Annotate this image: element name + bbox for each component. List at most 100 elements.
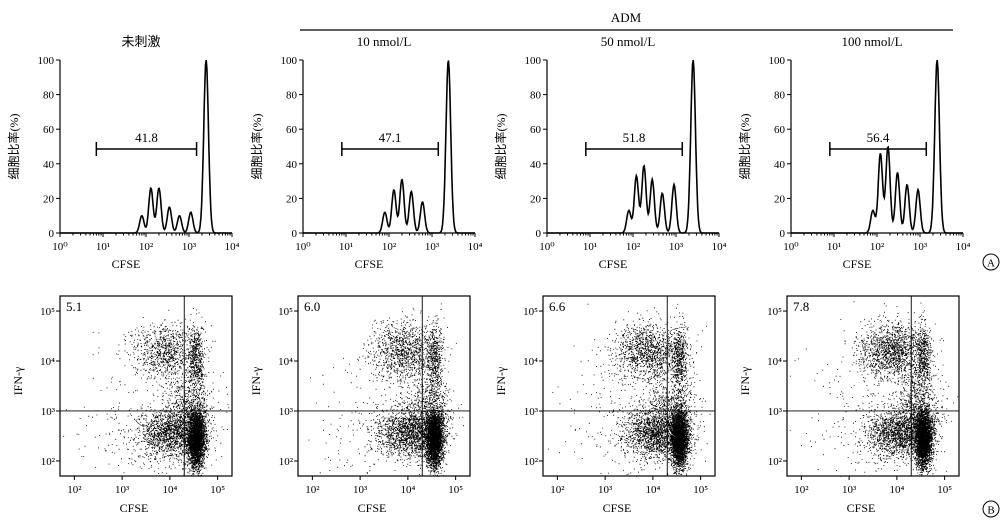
y-axis-label: 细胞比率(%) bbox=[249, 114, 264, 180]
y-tick-label: 10² bbox=[768, 456, 783, 468]
y-tick-label: 10⁵ bbox=[767, 306, 782, 318]
y-tick-label: 0 bbox=[536, 228, 542, 240]
x-axis-label: CFSE bbox=[843, 257, 872, 271]
gate-percent-label: 51.8 bbox=[623, 130, 646, 145]
y-tick-label: 40 bbox=[774, 159, 786, 171]
y-tick-label: 80 bbox=[774, 90, 786, 102]
x-axis-label: CFSE bbox=[603, 501, 632, 515]
x-tick-label: 10¹ bbox=[96, 241, 110, 253]
x-axis-label: CFSE bbox=[599, 257, 628, 271]
y-tick-label: 20 bbox=[530, 193, 542, 205]
panel-a-marker-circle bbox=[982, 253, 1000, 271]
quadrant-percent-label: 7.8 bbox=[793, 299, 809, 314]
gate-percent-label: 56.4 bbox=[867, 130, 890, 145]
y-tick-label: 10⁵ bbox=[40, 306, 55, 318]
x-tick-label: 10³ bbox=[842, 484, 857, 496]
y-tick-label: 10² bbox=[524, 456, 539, 468]
histogram-title: 未刺激 bbox=[121, 34, 160, 49]
y-axis-label: IFN-γ bbox=[249, 366, 263, 395]
x-tick-label: 10³ bbox=[425, 241, 440, 253]
y-tick-label: 80 bbox=[530, 90, 542, 102]
scatter-frame bbox=[542, 295, 716, 477]
adm-group-label: ADM bbox=[611, 10, 642, 25]
x-tick-label: 10² bbox=[626, 241, 641, 253]
scatter-panel-3: 10² 10³ 10⁴ 10⁵ 10² 10³ 10⁴ 10⁵ CFSE IFN-γ 6.6 bbox=[494, 295, 716, 515]
y-axis-label: IFN-γ bbox=[11, 366, 25, 395]
y-tick-label: 40 bbox=[43, 159, 55, 171]
y-tick-label: 10⁴ bbox=[278, 356, 293, 368]
x-tick-label: 10² bbox=[382, 241, 397, 253]
x-tick-label: 10³ bbox=[669, 241, 684, 253]
histogram-curve bbox=[60, 59, 232, 234]
histogram-curve bbox=[303, 60, 475, 234]
x-tick-label: 10⁰ bbox=[295, 241, 311, 253]
histogram-title: 100 nmol/L bbox=[841, 34, 902, 49]
x-tick-label: 10¹ bbox=[339, 241, 353, 253]
x-tick-label: 10⁴ bbox=[162, 484, 177, 496]
x-tick-label: 10³ bbox=[598, 484, 613, 496]
y-tick-label: 100 bbox=[525, 55, 542, 67]
panel-b-marker-label: B bbox=[987, 505, 994, 517]
quadrant-percent-label: 5.1 bbox=[66, 299, 82, 314]
x-tick-label: 10⁵ bbox=[448, 484, 463, 496]
x-axis-label: CFSE bbox=[847, 501, 876, 515]
scatter-panel-4: 10² 10³ 10⁴ 10⁵ 10² 10³ 10⁴ 10⁵ CFSE IFN-γ 7.8 bbox=[738, 295, 960, 515]
x-tick-label: 10⁵ bbox=[693, 484, 708, 496]
y-tick-label: 10⁴ bbox=[523, 356, 538, 368]
y-tick-label: 40 bbox=[286, 159, 298, 171]
y-tick-label: 80 bbox=[286, 90, 298, 102]
x-tick-label: 10² bbox=[305, 484, 320, 496]
y-tick-label: 10³ bbox=[279, 406, 294, 418]
gate-percent-label: 47.1 bbox=[379, 130, 402, 145]
quadrant-label-bg bbox=[61, 298, 87, 314]
y-tick-label: 10² bbox=[41, 456, 56, 468]
y-tick-label: 10⁴ bbox=[767, 356, 782, 368]
y-tick-label: 10² bbox=[279, 456, 294, 468]
y-tick-label: 20 bbox=[286, 193, 298, 205]
x-tick-label: 10⁰ bbox=[52, 241, 68, 253]
y-tick-label: 10³ bbox=[524, 406, 539, 418]
x-tick-label: 10³ bbox=[353, 484, 368, 496]
x-tick-label: 10⁴ bbox=[400, 484, 415, 496]
quadrant-percent-label: 6.6 bbox=[549, 299, 566, 314]
y-tick-label: 10³ bbox=[768, 406, 783, 418]
y-tick-label: 10⁴ bbox=[40, 356, 55, 368]
scatter-events bbox=[547, 303, 711, 477]
scatter-frame bbox=[59, 295, 233, 477]
quadrant-label-bg bbox=[299, 298, 325, 314]
scatter-panel-1: 10² 10³ 10⁴ 10⁵ 10² 10³ 10⁴ 10⁵ CFSE IFN-γ 5.1 bbox=[11, 295, 233, 515]
y-tick-label: 60 bbox=[774, 124, 786, 136]
scatter-events bbox=[308, 303, 464, 477]
y-tick-label: 10⁵ bbox=[278, 306, 293, 318]
x-tick-label: 10² bbox=[550, 484, 565, 496]
x-axis-label: CFSE bbox=[120, 501, 149, 515]
x-axis-label: CFSE bbox=[358, 501, 387, 515]
histogram-curve bbox=[547, 59, 719, 234]
charts-container: 未刺激 0 20 40 60 80 100 10⁰ 10¹ 10² 10³ 10⁴ CFSE 细胞比率(%… bbox=[6, 34, 971, 515]
x-tick-label: 10⁴ bbox=[712, 241, 727, 253]
panel-a-marker: A bbox=[982, 253, 1000, 271]
scatter-events bbox=[789, 301, 959, 477]
y-tick-label: 0 bbox=[292, 228, 298, 240]
y-tick-label: 60 bbox=[43, 124, 55, 136]
x-axis-label: CFSE bbox=[112, 257, 141, 271]
scatter-frame bbox=[786, 295, 960, 477]
y-tick-label: 20 bbox=[43, 193, 55, 205]
y-axis-label: 细胞比率(%) bbox=[6, 114, 21, 180]
y-tick-label: 100 bbox=[769, 55, 786, 67]
histogram-title: 50 nmol/L bbox=[601, 34, 656, 49]
y-tick-label: 20 bbox=[774, 193, 786, 205]
panel-a-marker-label: A bbox=[987, 258, 995, 270]
y-tick-label: 10³ bbox=[41, 406, 56, 418]
quadrant-label-bg bbox=[788, 298, 814, 314]
x-tick-label: 10¹ bbox=[827, 241, 841, 253]
histogram-panel-4: 100 nmol/L 0 20 40 60 80 100 10⁰ 10¹ 10² 10³ 10⁴ CFS… bbox=[737, 34, 971, 271]
y-tick-label: 100 bbox=[281, 55, 298, 67]
x-tick-label: 10⁰ bbox=[539, 241, 555, 253]
x-tick-label: 10² bbox=[870, 241, 885, 253]
y-tick-label: 0 bbox=[780, 228, 786, 240]
y-tick-label: 40 bbox=[530, 159, 542, 171]
histogram-panel-3: 50 nmol/L 0 20 40 60 80 100 10⁰ 10¹ 10² 10³ 10⁴ CFSE… bbox=[493, 34, 727, 271]
x-tick-label: 10³ bbox=[115, 484, 130, 496]
